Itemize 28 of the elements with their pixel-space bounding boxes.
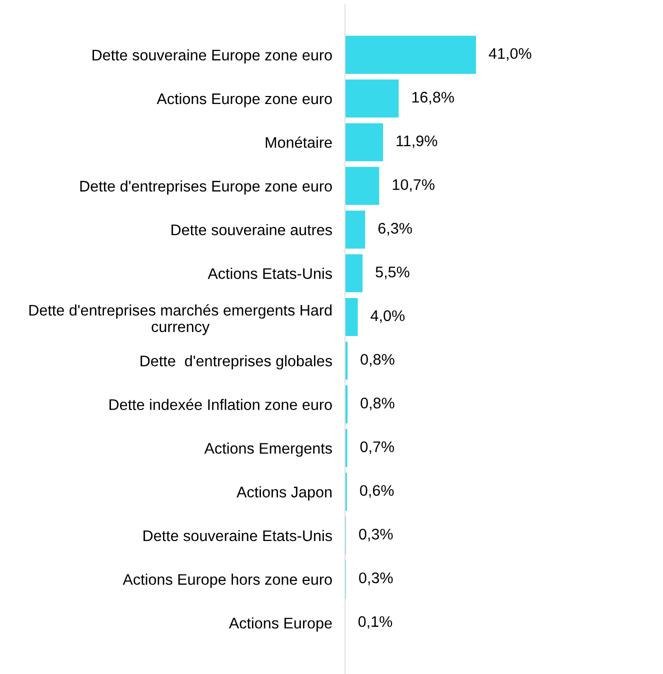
y-tick-label: Dette d'entreprises marchés emergents Hard currency (29, 304, 332, 336)
data-label: 0,6% (360, 485, 394, 498)
data-label: 5,5% (376, 266, 410, 280)
data-label: 0,3% (359, 572, 393, 586)
y-tick-label: Dette indexée Inflation zone euro (110, 398, 332, 410)
y-tick-label: Dette d'entreprises Europe zone euro (80, 180, 332, 195)
data-label: 0,7% (360, 441, 394, 454)
data-label: 0,1% (358, 616, 392, 629)
data-label: 0,8% (360, 354, 394, 367)
y-tick-label: Monétaire (266, 136, 332, 148)
y-tick-label: Actions Etats-Unis (208, 268, 332, 279)
data-label: 10,7% (392, 179, 434, 192)
data-label: 6,3% (378, 222, 412, 236)
data-label: 41,0% (488, 48, 532, 61)
data-label: 11,9% (396, 135, 438, 148)
y-tick-label: Actions Europe zone euro (156, 92, 332, 108)
y-tick-label: Dette souveraine autres (172, 224, 332, 236)
y-tick-label: Actions Europe (228, 617, 332, 632)
data-label: 4,0% (370, 310, 405, 323)
y-tick-label: Actions Europe hors zone euro (122, 574, 332, 588)
y-tick-label: Dette d'entreprises globales (140, 355, 332, 370)
data-label: 0,8% (360, 398, 394, 410)
y-tick-label: Dette souveraine Europe zone euro (92, 49, 332, 64)
y-tick-label: Actions Emergents (204, 442, 332, 457)
y-tick-label: Dette souveraine Etats-Unis (144, 530, 332, 542)
y-tick-label: Actions Japon (236, 486, 332, 500)
data-label: 0,3% (359, 528, 393, 542)
data-label: 16,8% (412, 92, 454, 104)
